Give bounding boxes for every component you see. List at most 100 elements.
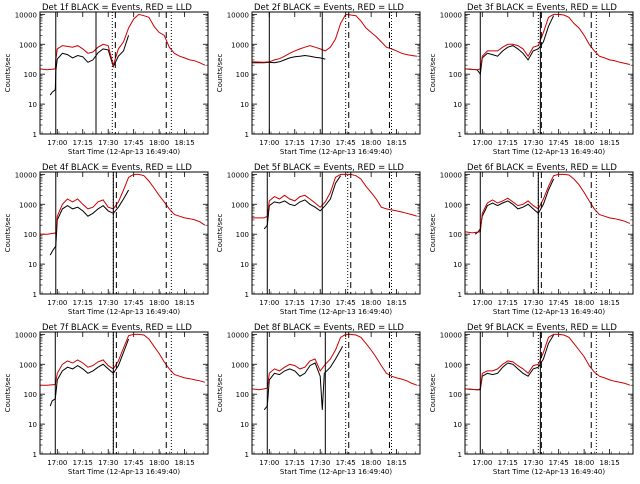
y-axis-label: Counts/sec (4, 374, 12, 413)
x-tick-label: 18:15 (599, 299, 619, 307)
y-axis-label: Counts/sec (429, 54, 437, 93)
y-tick-label: 1000 (444, 41, 462, 49)
x-tick-label: 17:15 (285, 139, 305, 147)
panel-title: Det 5f BLACK = Events, RED = LLD (254, 163, 404, 173)
y-tick-label: 10000 (15, 11, 37, 19)
x-tick-label: 18:15 (599, 139, 619, 147)
y-tick-label: 1000 (231, 41, 249, 49)
y-tick-label: 10 (28, 421, 37, 429)
x-tick-label: 18:00 (149, 459, 169, 467)
x-tick-label: 18:00 (361, 299, 381, 307)
x-tick-label: 17:45 (124, 139, 144, 147)
y-tick-label: 10000 (440, 331, 462, 339)
lld-series-line (252, 333, 418, 391)
x-axis-label: Start Time (12-Apr-13 16:49:40) (493, 308, 605, 316)
axes-frame (39, 331, 209, 455)
y-axis-label: Counts/sec (4, 214, 12, 253)
x-tick-label: 18:00 (149, 139, 169, 147)
x-tick-label: 17:15 (73, 139, 93, 147)
x-tick-label: 17:00 (259, 299, 279, 307)
x-tick-label: 17:45 (549, 459, 569, 467)
lld-series-line (252, 173, 418, 219)
plot-area (465, 12, 631, 134)
y-tick-label: 1 (33, 451, 37, 459)
y-tick-label: 100 (449, 231, 462, 239)
x-tick-label: 17:00 (47, 299, 67, 307)
y-tick-label: 10000 (227, 11, 249, 19)
y-tick-label: 1 (245, 131, 249, 139)
x-tick-label: 18:15 (386, 299, 406, 307)
y-tick-label: 1 (33, 131, 37, 139)
y-tick-label: 1 (245, 291, 249, 299)
y-tick-label: 1000 (19, 361, 37, 369)
panel-6: Det 6f BLACK = Events, RED = LLD Counts/s… (429, 163, 634, 316)
x-tick-label: 17:45 (336, 299, 356, 307)
panel-7: Det 7f BLACK = Events, RED = LLD Counts/s… (4, 323, 209, 476)
y-tick-label: 10 (453, 101, 462, 109)
x-tick-label: 17:30 (98, 299, 118, 307)
axes-frame (39, 171, 209, 295)
x-tick-label: 17:15 (285, 299, 305, 307)
x-axis-label: Start Time (12-Apr-13 16:49:40) (493, 148, 605, 156)
x-tick-label: 18:00 (149, 299, 169, 307)
lld-series-line (465, 13, 631, 71)
x-tick-label: 17:00 (472, 299, 492, 307)
axes-frame (39, 11, 209, 135)
y-tick-label: 100 (236, 391, 249, 399)
x-axis-label: Start Time (12-Apr-13 16:49:40) (68, 308, 180, 316)
x-tick-label: 17:30 (310, 299, 330, 307)
x-tick-label: 17:15 (73, 299, 93, 307)
y-tick-label: 1 (33, 291, 37, 299)
panel-title: Det 1f BLACK = Events, RED = LLD (42, 3, 192, 13)
x-tick-label: 18:15 (599, 459, 619, 467)
panel-4: Det 4f BLACK = Events, RED = LLD Counts/s… (4, 163, 209, 316)
y-tick-label: 1 (458, 291, 462, 299)
x-tick-label: 17:30 (523, 299, 543, 307)
y-tick-label: 1000 (231, 361, 249, 369)
x-tick-label: 17:30 (310, 459, 330, 467)
y-axis-label: Counts/sec (429, 374, 437, 413)
x-axis-label: Start Time (12-Apr-13 16:49:40) (68, 148, 180, 156)
x-tick-label: 17:00 (472, 139, 492, 147)
lld-series-line (465, 333, 631, 391)
y-axis-label: Counts/sec (216, 374, 224, 413)
plot-area (252, 12, 417, 134)
y-tick-label: 1000 (19, 201, 37, 209)
panel-title: Det 4f BLACK = Events, RED = LLD (42, 163, 192, 173)
x-axis-label: Start Time (12-Apr-13 16:49:40) (280, 148, 392, 156)
y-tick-label: 10000 (15, 171, 37, 179)
panel-title: Det 8f BLACK = Events, RED = LLD (254, 323, 404, 333)
x-tick-label: 17:00 (259, 459, 279, 467)
panel-title: Det 9f BLACK = Events, RED = LLD (467, 323, 617, 333)
axes-frame (464, 171, 634, 295)
x-tick-label: 17:45 (549, 299, 569, 307)
panel-8: Det 8f BLACK = Events, RED = LLD Counts/s… (216, 323, 421, 476)
y-tick-label: 100 (236, 71, 249, 79)
y-tick-label: 10 (240, 261, 249, 269)
x-tick-label: 17:00 (472, 459, 492, 467)
y-tick-label: 100 (449, 391, 462, 399)
y-tick-label: 1 (458, 451, 462, 459)
x-tick-label: 17:15 (498, 459, 518, 467)
y-tick-label: 1 (458, 131, 462, 139)
x-tick-label: 18:00 (361, 139, 381, 147)
events-series-line (263, 346, 344, 411)
panel-9: Det 9f BLACK = Events, RED = LLD Counts/s… (429, 323, 634, 476)
x-tick-label: 17:45 (336, 139, 356, 147)
y-tick-label: 10 (28, 101, 37, 109)
y-tick-label: 100 (236, 231, 249, 239)
panel-5: Det 5f BLACK = Events, RED = LLD Counts/s… (216, 163, 421, 316)
y-tick-label: 10000 (227, 331, 249, 339)
plot-area (465, 172, 631, 294)
y-tick-label: 10000 (15, 331, 37, 339)
lld-series-line (40, 13, 206, 71)
y-tick-label: 10 (240, 101, 249, 109)
lld-series-line (465, 173, 631, 234)
x-tick-label: 17:30 (523, 459, 543, 467)
y-tick-label: 1000 (231, 201, 249, 209)
events-series-line (49, 35, 130, 96)
x-tick-label: 17:15 (498, 299, 518, 307)
x-tick-label: 17:15 (285, 459, 305, 467)
y-tick-label: 10000 (440, 171, 462, 179)
